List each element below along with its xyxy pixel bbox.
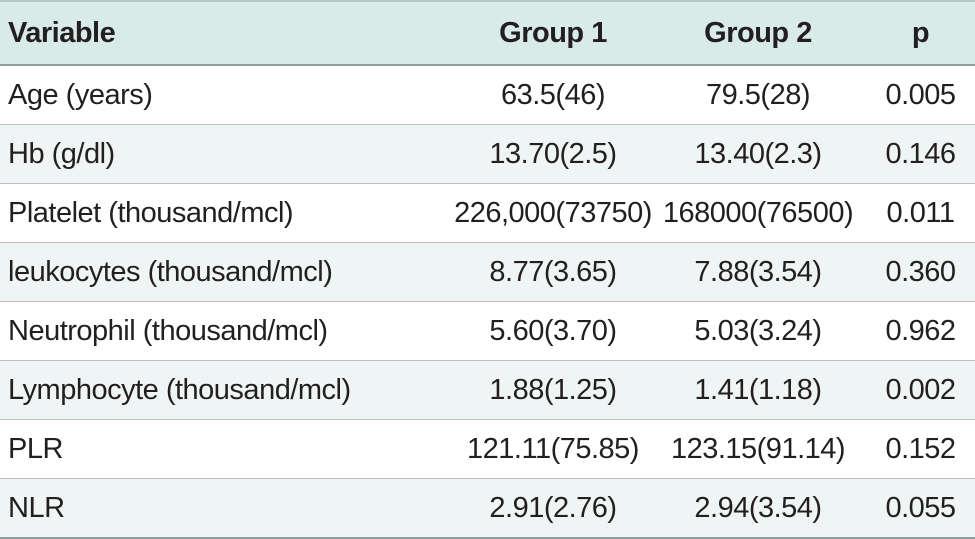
cell-variable: Hb (g/dl): [8, 137, 115, 170]
table-row: Platelet (thousand/mcl) 226,000(73750) 1…: [0, 184, 975, 243]
cell-group-1: 13.70(2.5): [489, 137, 617, 170]
table-row: Hb (g/dl) 13.70(2.5) 13.40(2.3) 0.146: [0, 124, 975, 184]
cell-group-1: 121.11(75.85): [467, 432, 639, 465]
header-row: Variable Group 1 Group 2 p: [0, 1, 975, 65]
header-p-value: p: [911, 16, 930, 49]
cell-group-1: 8.77(3.65): [489, 255, 617, 288]
table-row: Lymphocyte (thousand/mcl) 1.88(1.25) 1.4…: [0, 360, 975, 420]
cell-group-2: 5.03(3.24): [694, 314, 822, 347]
cell-group-2: 7.88(3.54): [694, 255, 822, 288]
cell-variable: leukocytes (thousand/mcl): [8, 255, 333, 288]
cell-group-2: 79.5(28): [705, 78, 811, 111]
cell-p-value: 0.146: [885, 137, 956, 170]
cell-group-2: 168000(76500): [662, 196, 854, 229]
cell-variable: Neutrophil (thousand/mcl): [8, 314, 328, 347]
table-row: Age (years) 63.5(46) 79.5(28) 0.005: [0, 65, 975, 125]
cell-group-2: 2.94(3.54): [694, 491, 822, 524]
table-row: NLR 2.91(2.76) 2.94(3.54) 0.055: [0, 478, 975, 538]
cell-p-value: 0.055: [885, 491, 956, 524]
cell-group-1: 63.5(46): [500, 78, 606, 111]
cell-group-1: 2.91(2.76): [489, 491, 617, 524]
cell-p-value: 0.962: [885, 314, 956, 347]
cell-p-value: 0.360: [885, 255, 956, 288]
cell-variable: Age (years): [8, 78, 153, 111]
table-header: Variable Group 1 Group 2 p: [0, 1, 975, 65]
table-row: leukocytes (thousand/mcl) 8.77(3.65) 7.8…: [0, 242, 975, 302]
header-group-2: Group 2: [704, 16, 812, 49]
cell-variable: Platelet (thousand/mcl): [8, 196, 294, 229]
cell-variable: Lymphocyte (thousand/mcl): [8, 373, 351, 406]
cell-group-2: 1.41(1.18): [694, 373, 822, 406]
cell-p-value: 0.011: [886, 196, 955, 229]
cell-variable: NLR: [8, 491, 65, 524]
cell-group-1: 5.60(3.70): [489, 314, 617, 347]
table-row: PLR 121.11(75.85) 123.15(91.14) 0.152: [0, 420, 975, 479]
cell-group-2: 13.40(2.3): [694, 137, 822, 170]
header-group-1: Group 1: [499, 16, 607, 49]
table-row: Neutrophil (thousand/mcl) 5.60(3.70) 5.0…: [0, 302, 975, 361]
cell-p-value: 0.005: [885, 78, 956, 111]
cell-group-2: 123.15(91.14): [670, 432, 846, 465]
cell-p-value: 0.152: [885, 432, 956, 465]
header-variable: Variable: [8, 16, 116, 49]
table-body: Age (years) 63.5(46) 79.5(28) 0.005 Hb (…: [0, 65, 975, 538]
cell-group-1: 226,000(73750): [454, 196, 652, 229]
cell-group-1: 1.88(1.25): [489, 373, 617, 406]
cell-p-value: 0.002: [885, 373, 956, 406]
cell-variable: PLR: [8, 432, 63, 465]
